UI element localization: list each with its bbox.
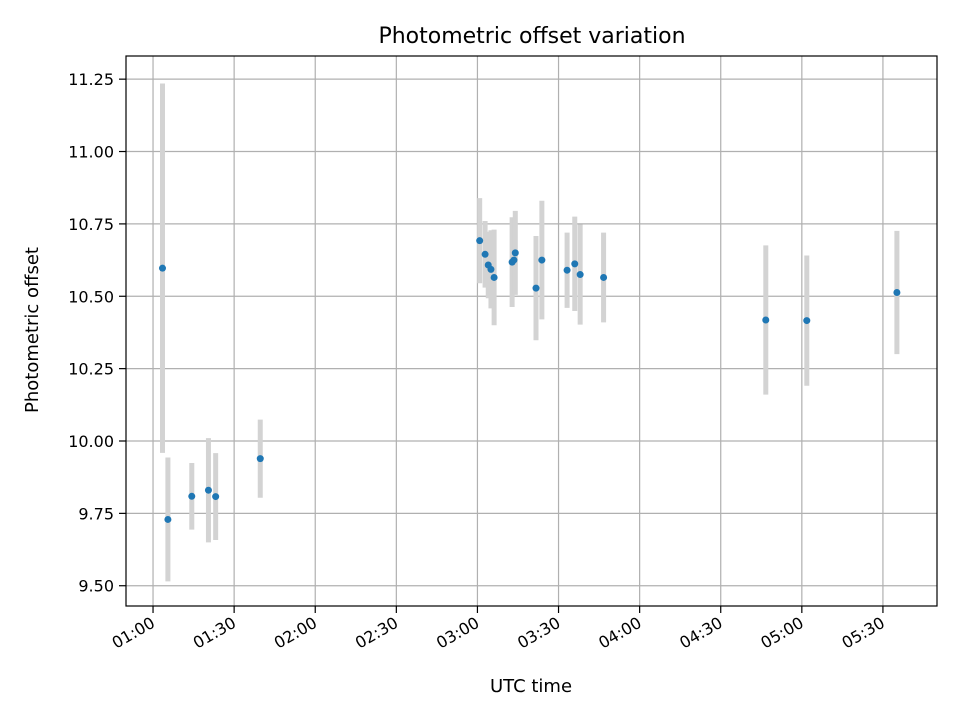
x-tick-label: 04:00 <box>595 613 644 653</box>
data-point <box>481 250 489 258</box>
data-point <box>487 265 495 273</box>
error-bars <box>159 83 900 582</box>
y-tick-label: 9.75 <box>78 504 114 523</box>
data-point <box>532 284 540 292</box>
data-point <box>563 266 571 274</box>
y-tick-label: 9.50 <box>78 577 114 596</box>
data-points <box>158 237 901 523</box>
data-point <box>204 486 212 494</box>
data-point <box>490 273 498 281</box>
x-axis-ticks: 01:00 01:30 02:00 02:30 03:00 03:30 04:00 04:30… <box>109 606 888 653</box>
y-tick-label: 10.50 <box>68 287 114 306</box>
x-tick-label: 04:30 <box>676 613 725 653</box>
data-point <box>164 515 172 523</box>
y-tick-label: 11.25 <box>68 70 114 89</box>
x-tick-label: 03:00 <box>433 613 482 653</box>
plot-frame <box>125 55 938 607</box>
y-tick-label: 11.00 <box>68 143 114 162</box>
data-point <box>510 256 518 264</box>
data-point <box>188 492 196 500</box>
y-tick-label: 10.75 <box>68 215 114 234</box>
x-axis-label: UTC time <box>490 676 572 697</box>
y-axis-ticks: 9.50 9.75 10.00 10.25 10.50 10.75 11.00 11.25 <box>68 70 126 596</box>
data-point <box>803 317 811 325</box>
data-point <box>600 273 608 281</box>
y-axis-label: Photometric offset <box>22 247 43 413</box>
data-point <box>158 264 166 272</box>
data-point <box>571 260 579 268</box>
x-tick-label: 05:30 <box>839 613 888 653</box>
grid <box>126 56 937 606</box>
chart-title: Photometric offset variation <box>378 24 685 49</box>
data-point <box>212 493 220 501</box>
data-point <box>511 249 519 257</box>
data-point <box>893 289 901 296</box>
x-tick-label: 02:00 <box>271 613 320 653</box>
y-tick-label: 10.00 <box>68 432 114 451</box>
y-tick-label: 10.25 <box>68 360 114 379</box>
data-point <box>762 316 770 324</box>
data-point <box>476 237 484 245</box>
data-point <box>576 271 584 279</box>
x-tick-label: 02:30 <box>352 613 401 653</box>
data-point <box>256 455 264 463</box>
x-tick-label: 01:00 <box>109 613 158 653</box>
data-point <box>538 256 546 264</box>
x-tick-label: 03:30 <box>514 613 563 653</box>
x-tick-label: 01:30 <box>190 613 239 653</box>
x-tick-label: 05:00 <box>757 613 806 653</box>
